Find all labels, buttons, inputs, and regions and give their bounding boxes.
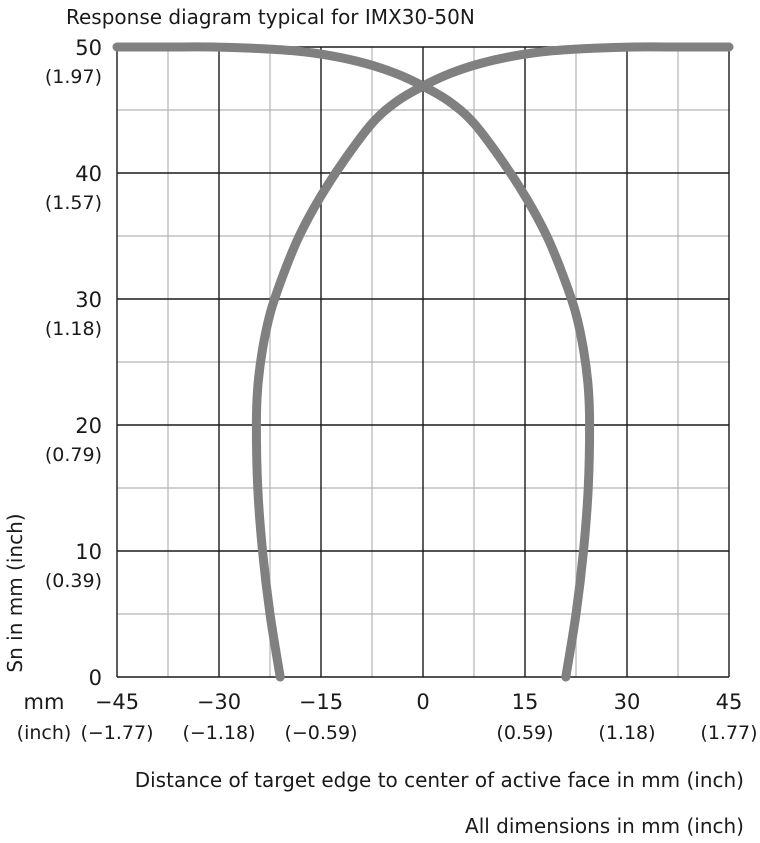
x-tick-label-inch: (0.59) <box>496 722 553 744</box>
chart-title: Response diagram typical for IMX30-50N <box>66 5 475 29</box>
x-tick-label: 0 <box>416 690 429 714</box>
x-tick-label: 30 <box>614 690 641 714</box>
x-tick-label-inch: (1.77) <box>700 722 757 744</box>
response-curve-left <box>251 42 734 682</box>
x-tick-label: −15 <box>299 690 343 714</box>
tick-labels: 0 10 (0.39) 20 (0.79) 30 (1.18) 40 (1.57) 50 (1.97… <box>45 36 758 744</box>
y-tick-label: 50 <box>75 36 102 60</box>
y-tick-label: 30 <box>75 288 102 312</box>
y-tick-label: 0 <box>89 666 102 690</box>
y-tick-label-inch: (0.39) <box>45 570 102 592</box>
x-tick-label: −45 <box>95 690 139 714</box>
y-tick-label-inch: (1.97) <box>45 66 102 88</box>
y-axis-label: Sn in mm (inch) <box>3 513 27 672</box>
x-tick-label-inch: (1.18) <box>598 722 655 744</box>
x-unit-label-inch: (inch) <box>17 722 72 744</box>
major-grid <box>116 46 730 678</box>
y-tick-label-inch: (0.79) <box>45 444 102 466</box>
y-tick-label: 20 <box>75 414 102 438</box>
dimensions-note: All dimensions in mm (inch) <box>465 814 744 838</box>
response-curves <box>112 42 734 682</box>
x-axis-label: Distance of target edge to center of act… <box>135 768 744 792</box>
x-tick-label-inch: (−1.18) <box>182 722 255 744</box>
x-tick-label: 15 <box>512 690 539 714</box>
y-tick-label-inch: (1.18) <box>45 318 102 340</box>
x-tick-label-inch: (−0.59) <box>284 722 357 744</box>
x-tick-label-inch: (−1.77) <box>80 722 153 744</box>
x-tick-label: 45 <box>716 690 743 714</box>
x-unit-label: mm <box>24 690 65 714</box>
y-tick-label: 10 <box>75 540 102 564</box>
response-curve-right <box>112 42 595 682</box>
y-tick-label-inch: (1.57) <box>45 192 102 214</box>
x-tick-label: −30 <box>197 690 241 714</box>
y-tick-label: 40 <box>75 162 102 186</box>
